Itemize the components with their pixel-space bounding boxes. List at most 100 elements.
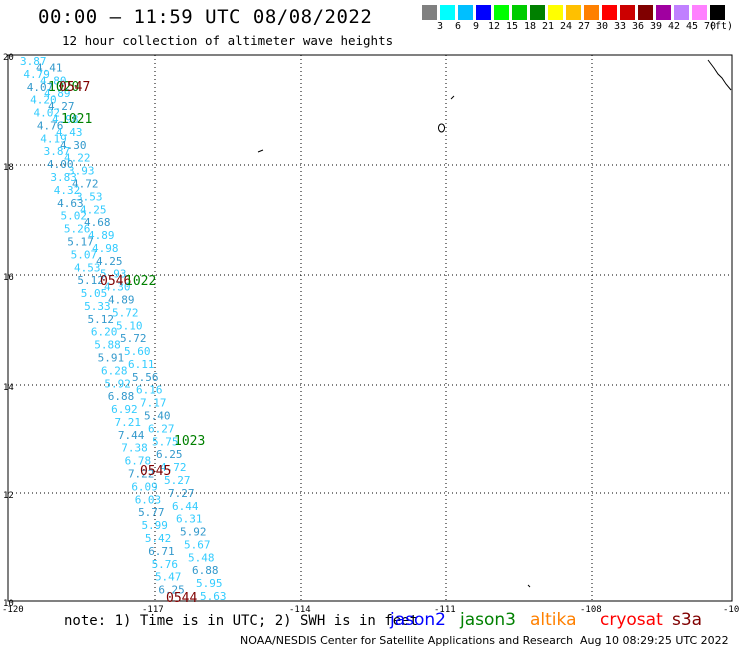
pass-time-label: 0547 xyxy=(59,80,90,95)
x-tick-label: -120 xyxy=(2,605,24,615)
pass-time-label: 0546 xyxy=(100,274,131,289)
swh-value: 5.72 xyxy=(120,332,147,345)
scale-label: 36 xyxy=(631,21,645,32)
legend-item: s3a xyxy=(672,610,703,630)
map-subtitle: 12 hour collection of altimeter wave hei… xyxy=(62,33,394,48)
swh-value: 5.48 xyxy=(188,551,215,564)
scale-swatch xyxy=(530,5,545,20)
pass-time-label: 0544 xyxy=(166,591,197,606)
swh-value: 4.72 xyxy=(160,461,187,474)
scale-label: 42 xyxy=(667,21,681,32)
swh-value: 4.19 xyxy=(40,132,67,145)
swh-value: 4.22 xyxy=(64,152,91,165)
swh-value: 6.03 xyxy=(135,493,162,506)
swh-value: 5.05 xyxy=(81,287,108,300)
swh-value: 5.91 xyxy=(98,352,125,365)
grid-lines xyxy=(8,55,732,601)
swh-value: 7.27 xyxy=(168,487,195,500)
x-tick-label: -108 xyxy=(580,605,602,615)
swh-value: 5.26 xyxy=(64,223,91,236)
swh-value: 4.79 xyxy=(23,68,50,81)
map-title: 00:00 – 11:59 UTC 08/08/2022 xyxy=(38,6,373,28)
swh-value: 5.95 xyxy=(196,577,223,590)
swh-value: 5.77 xyxy=(138,506,165,519)
scale-swatch xyxy=(674,5,689,20)
swh-value: 6.88 xyxy=(108,390,135,403)
swh-value: 7.38 xyxy=(121,442,148,455)
coastline xyxy=(257,59,732,588)
swh-value: 6.11 xyxy=(128,358,155,371)
scale-label: 39 xyxy=(649,21,663,32)
swh-value: 5.56 xyxy=(132,371,159,384)
island-guadalupe xyxy=(438,123,445,133)
swh-value: 3.87 xyxy=(20,55,47,68)
swh-value: 5.17 xyxy=(67,235,94,248)
swh-value: 4.41 xyxy=(36,61,63,74)
swh-value: 4.98 xyxy=(52,113,79,126)
footer-note: note: 1) Time is in UTC; 2) SWH is in fe… xyxy=(64,613,419,629)
swh-value: 5.75 xyxy=(152,435,179,448)
scale-swatch xyxy=(476,5,491,20)
scale-swatch xyxy=(710,5,725,20)
x-tick-label: -117 xyxy=(142,605,164,615)
legend-item: cryosat xyxy=(600,610,663,630)
scale-swatch xyxy=(584,5,599,20)
y-tick-label: 20 xyxy=(3,53,14,63)
swh-value: 4.02 xyxy=(33,107,60,120)
swh-value: 5.47 xyxy=(155,571,182,584)
swh-value: 4.89 xyxy=(108,293,135,306)
scale-label: 70 xyxy=(703,21,717,32)
scale-swatch xyxy=(638,5,653,20)
swh-value: 5.99 xyxy=(141,519,168,532)
swh-value: 6.25 xyxy=(156,448,183,461)
swh-value: 3.53 xyxy=(76,190,103,203)
pass-time-label: 1023 xyxy=(174,434,205,449)
swh-value: 4.20 xyxy=(30,94,57,107)
swh-value: 4.76 xyxy=(37,119,64,132)
swh-value: 7.22 xyxy=(128,468,155,481)
scale-label: 3 xyxy=(436,21,444,32)
island-clarion xyxy=(527,584,531,588)
swh-value: 4.27 xyxy=(48,100,75,113)
island-small xyxy=(257,149,264,153)
scale-swatch xyxy=(440,5,455,20)
swh-value: 4.32 xyxy=(54,184,81,197)
swh-value: 6.78 xyxy=(125,455,151,468)
swh-value: 5.92 xyxy=(104,377,130,390)
swh-value: 5.27 xyxy=(164,474,191,487)
swh-value: 4.30 xyxy=(104,281,131,294)
swh-value: 6.20 xyxy=(91,326,118,339)
swh-value: 4.25 xyxy=(96,255,123,268)
swh-value: 5.92 xyxy=(180,526,207,539)
scale-swatch xyxy=(566,5,581,20)
swh-value: 6.27 xyxy=(148,422,175,435)
scale-label: 27 xyxy=(577,21,591,32)
swh-value: 5.63 xyxy=(200,590,227,603)
scale-label: 30 xyxy=(595,21,609,32)
swh-value: 5.12 xyxy=(87,313,114,326)
credit-timestamp: Aug 10 08:29:25 UTC 2022 xyxy=(580,634,729,647)
axis-ticks: -120 -117 -114 -111 -108 -10 20 18 16 14 12 10 xyxy=(2,53,739,615)
legend-item: altika xyxy=(530,610,577,630)
swh-value: 5.72 xyxy=(112,306,139,319)
swh-value: 6.09 xyxy=(131,480,158,493)
swh-labels: 3.874.414.794.804.074.894.204.274.024.98… xyxy=(20,55,227,603)
swh-value: 4.43 xyxy=(56,126,83,139)
scale-unit: (ft) xyxy=(709,21,734,32)
swh-value: 3.83 xyxy=(50,171,77,184)
swh-value: 7.21 xyxy=(114,416,140,429)
swh-value: 5.02 xyxy=(60,210,87,223)
scale-label: 24 xyxy=(559,21,573,32)
scale-swatch xyxy=(602,5,617,20)
swh-value: 4.30 xyxy=(60,139,87,152)
coastline-baja xyxy=(707,59,732,91)
scale-label: 12 xyxy=(487,21,501,32)
scale-label: 18 xyxy=(523,21,537,32)
swh-value: 6.88 xyxy=(192,564,219,577)
island-alijos xyxy=(450,95,455,100)
swh-value: 6.16 xyxy=(136,384,163,397)
swh-value: 5.12 xyxy=(77,274,104,287)
pass-time-label: 1022 xyxy=(125,274,156,289)
